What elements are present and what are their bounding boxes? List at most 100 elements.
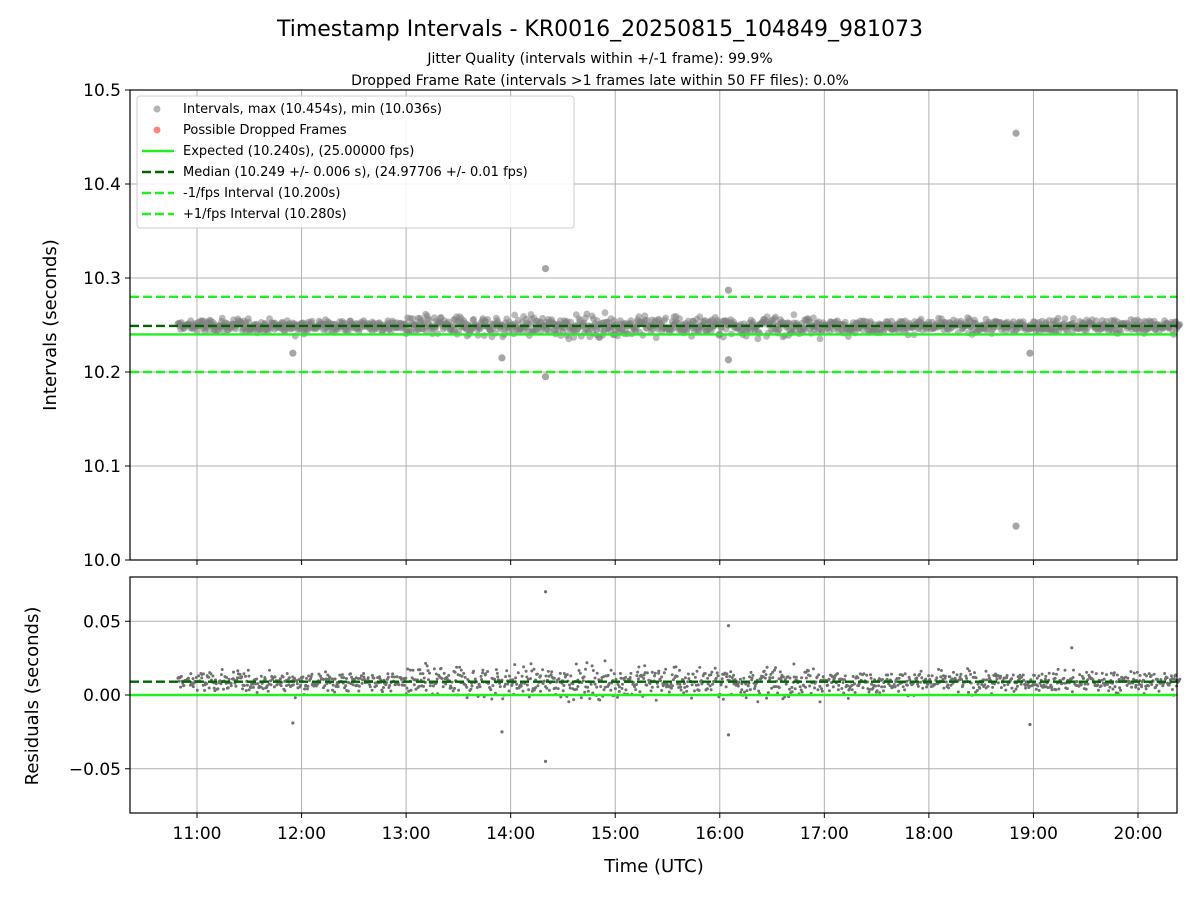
- residual-point: [1137, 687, 1140, 691]
- residual-point: [1024, 680, 1028, 684]
- residual-point: [1096, 683, 1100, 687]
- x-tick-label: 11:00: [173, 824, 222, 844]
- residual-point: [1163, 672, 1167, 675]
- residual-point: [368, 685, 372, 689]
- residual-point: [614, 677, 618, 681]
- residual-point: [449, 686, 453, 690]
- residual-point: [530, 669, 534, 673]
- residual-point: [493, 677, 497, 681]
- residual-point: [930, 674, 934, 678]
- residual-point: [324, 670, 327, 674]
- residual-point: [873, 678, 877, 682]
- residual-outlier-point: [1028, 722, 1032, 727]
- residual-point: [323, 684, 327, 688]
- residual-point: [613, 687, 617, 691]
- residual-point: [1147, 684, 1151, 688]
- residual-point: [399, 677, 403, 681]
- residual-point: [1108, 685, 1112, 689]
- residual-point: [645, 671, 649, 675]
- residual-point: [908, 678, 912, 682]
- residual-point: [232, 678, 236, 682]
- residual-point: [1152, 672, 1156, 676]
- residual-point: [816, 688, 820, 692]
- residual-point: [837, 683, 841, 687]
- residual-point: [657, 669, 661, 673]
- residual-point: [679, 685, 683, 689]
- residual-point: [961, 683, 965, 687]
- residual-point: [242, 672, 246, 676]
- residual-point: [549, 673, 553, 677]
- residual-point: [507, 689, 511, 693]
- residual-point: [428, 671, 431, 675]
- residual-point: [1010, 677, 1014, 681]
- residual-point: [382, 686, 385, 689]
- residual-point: [710, 670, 714, 674]
- residual-point: [695, 669, 699, 673]
- residual-point: [660, 675, 664, 679]
- residual-point: [480, 678, 483, 681]
- residual-point: [768, 676, 772, 680]
- residual-point: [745, 689, 749, 693]
- residual-point: [241, 687, 244, 691]
- residual-point: [498, 685, 502, 689]
- residual-point: [463, 675, 467, 679]
- residual-point: [792, 662, 796, 666]
- residual-point: [675, 674, 679, 678]
- residual-point: [225, 676, 228, 679]
- residual-point: [486, 670, 490, 673]
- residual-point: [434, 672, 438, 676]
- residual-point: [1037, 674, 1041, 678]
- residual-point: [411, 668, 415, 672]
- residual-point: [897, 689, 901, 693]
- residual-point: [1054, 688, 1058, 692]
- residual-point: [418, 684, 421, 688]
- x-tick-label: 16:00: [695, 824, 744, 844]
- residual-point: [770, 686, 774, 690]
- residual-point: [1112, 673, 1116, 677]
- residual-point: [709, 673, 713, 677]
- residual-point: [1011, 673, 1015, 677]
- residual-point: [1132, 671, 1136, 675]
- residual-point: [278, 677, 282, 681]
- interval-point: [790, 311, 798, 319]
- residual-point: [697, 688, 701, 692]
- x-tick-label: 18:00: [904, 824, 953, 844]
- residual-outlier-point: [500, 730, 504, 734]
- residual-point: [738, 677, 742, 681]
- residual-point: [1012, 689, 1016, 693]
- y-tick-label: 10.0: [83, 551, 121, 571]
- residual-point: [431, 684, 435, 688]
- residual-point: [748, 688, 752, 692]
- residual-point: [913, 673, 917, 677]
- residual-point: [939, 669, 943, 672]
- residual-point: [177, 679, 181, 683]
- residual-point: [229, 684, 233, 688]
- residual-point: [815, 675, 819, 679]
- residual-point: [725, 672, 729, 676]
- residual-point: [306, 684, 310, 688]
- residual-outlier-point: [1070, 646, 1074, 650]
- residual-point: [818, 684, 822, 688]
- residual-point: [943, 674, 947, 678]
- residual-point: [389, 689, 393, 693]
- residual-point: [693, 689, 696, 693]
- residual-point: [742, 676, 746, 680]
- interval-point: [193, 328, 201, 335]
- residual-point: [599, 685, 603, 689]
- residual-point: [877, 684, 881, 688]
- residual-point: [391, 672, 395, 676]
- residual-point: [358, 676, 362, 680]
- residual-point: [678, 668, 681, 672]
- residual-point: [421, 672, 425, 676]
- residual-point: [602, 675, 605, 679]
- residual-point: [956, 690, 960, 694]
- residual-point: [405, 686, 409, 690]
- residual-point: [558, 671, 562, 675]
- residual-point: [1021, 673, 1025, 677]
- residual-point: [1125, 683, 1129, 687]
- residual-point: [508, 674, 511, 678]
- residual-point: [1096, 688, 1100, 692]
- residual-point: [425, 664, 429, 668]
- residual-point: [349, 672, 352, 676]
- residual-point: [424, 688, 428, 692]
